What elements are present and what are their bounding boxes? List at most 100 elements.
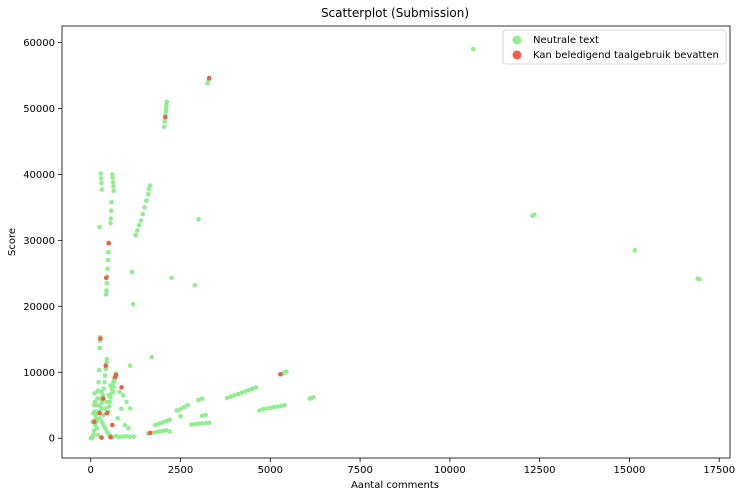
neutral-point <box>101 412 106 418</box>
neutral-point <box>242 389 248 394</box>
neutral-point <box>97 224 102 230</box>
neutral-point <box>105 266 110 272</box>
neutral-point <box>189 422 194 427</box>
neutral-point <box>111 384 116 390</box>
neutral-point <box>160 428 165 434</box>
neutral-point <box>124 433 129 439</box>
neutral-point <box>110 175 115 180</box>
neutral-point <box>156 429 162 434</box>
neutral-point <box>106 404 112 409</box>
neutral-point <box>102 373 108 378</box>
neutral-point <box>250 386 255 392</box>
neutral-point <box>140 211 146 217</box>
neutral-point <box>97 402 103 408</box>
neutral-point <box>153 422 158 428</box>
neutral-point <box>199 421 205 426</box>
x-tick-label: 7500 <box>347 465 372 476</box>
neutral-point <box>199 396 205 401</box>
y-tick-label: 0 <box>49 434 55 445</box>
neutral-point <box>91 402 97 408</box>
offensive-point <box>147 430 153 436</box>
neutral-point <box>94 426 100 431</box>
neutral-point <box>117 434 122 440</box>
neutral-point <box>144 198 149 204</box>
neutral-point <box>99 389 104 395</box>
offensive-point <box>163 114 168 120</box>
neutral-point <box>106 249 111 255</box>
legend-box <box>502 29 727 65</box>
neutral-point <box>119 406 124 411</box>
neutral-point <box>120 393 126 398</box>
neutral-point <box>260 406 266 412</box>
plot-area <box>61 25 731 459</box>
legend-label-offensive: Kan beledigend taalgebruik bevatten <box>533 50 719 61</box>
neutral-point <box>97 345 102 351</box>
neutral-point <box>167 417 172 423</box>
offensive-point <box>99 435 104 440</box>
neutral-point <box>90 410 96 416</box>
x-tick-label: 17500 <box>703 465 735 476</box>
neutral-point <box>99 187 105 192</box>
legend: Neutrale text Kan beledigend taalgebruik… <box>502 29 727 65</box>
neutral-point <box>104 399 110 405</box>
neutral-point <box>105 257 111 263</box>
x-tick-label: 2500 <box>168 465 193 476</box>
neutral-point <box>156 421 162 427</box>
neutral-point <box>196 216 201 222</box>
neutral-point <box>98 176 104 181</box>
y-axis-label: Score <box>7 228 18 256</box>
legend-label-neutral: Neutrale text <box>533 35 599 46</box>
neutral-point <box>96 368 102 373</box>
chart-title: Scatterplot (Submission) <box>321 6 469 20</box>
y-tick-label: 10000 <box>23 368 55 379</box>
neutral-point <box>149 354 155 360</box>
neutral-point <box>164 99 170 105</box>
neutral-point <box>246 387 252 393</box>
neutral-point <box>113 433 119 439</box>
neutral-point <box>271 404 277 410</box>
offensive-point <box>97 410 102 416</box>
neutral-point <box>178 414 183 419</box>
neutral-point <box>111 188 116 194</box>
x-tick-label: 12500 <box>524 465 556 476</box>
offensive-point <box>119 385 124 390</box>
y-tick-label: 40000 <box>23 170 55 181</box>
offensive-point <box>101 396 106 401</box>
y-tick-label: 20000 <box>23 302 55 313</box>
neutral-point <box>268 405 273 411</box>
neutral-point <box>160 420 165 425</box>
offensive-point <box>278 371 283 377</box>
neutral-point <box>196 421 201 427</box>
neutral-point <box>224 395 230 401</box>
neutral-point <box>174 408 180 413</box>
x-axis-label: Aantal comments <box>351 480 439 491</box>
neutral-point <box>130 302 136 307</box>
neutral-point <box>126 426 131 431</box>
legend-marker-neutral <box>512 35 522 45</box>
neutral-point <box>88 435 94 440</box>
neutral-point <box>203 420 208 426</box>
neutral-point <box>99 180 104 186</box>
neutral-point <box>192 282 198 288</box>
neutral-point <box>108 216 114 221</box>
neutral-point <box>162 124 167 130</box>
neutral-point <box>94 396 100 401</box>
neutral-point <box>203 412 208 418</box>
neutral-point <box>282 402 288 408</box>
neutral-point <box>169 275 174 281</box>
neutral-point <box>110 172 115 177</box>
neutral-point <box>102 379 107 385</box>
neutral-point <box>127 363 133 369</box>
neutral-point <box>192 421 198 427</box>
neutral-point <box>138 218 144 223</box>
neutral-point <box>235 391 241 397</box>
neutral-point <box>253 385 259 390</box>
offensive-point <box>206 75 212 81</box>
neutral-point <box>110 180 116 185</box>
neutral-point <box>92 391 97 396</box>
offensive-point <box>98 336 103 341</box>
legend-marker-offensive <box>512 50 522 60</box>
neutral-point <box>145 191 151 197</box>
neutral-point <box>108 220 113 226</box>
neutral-point <box>232 393 237 398</box>
